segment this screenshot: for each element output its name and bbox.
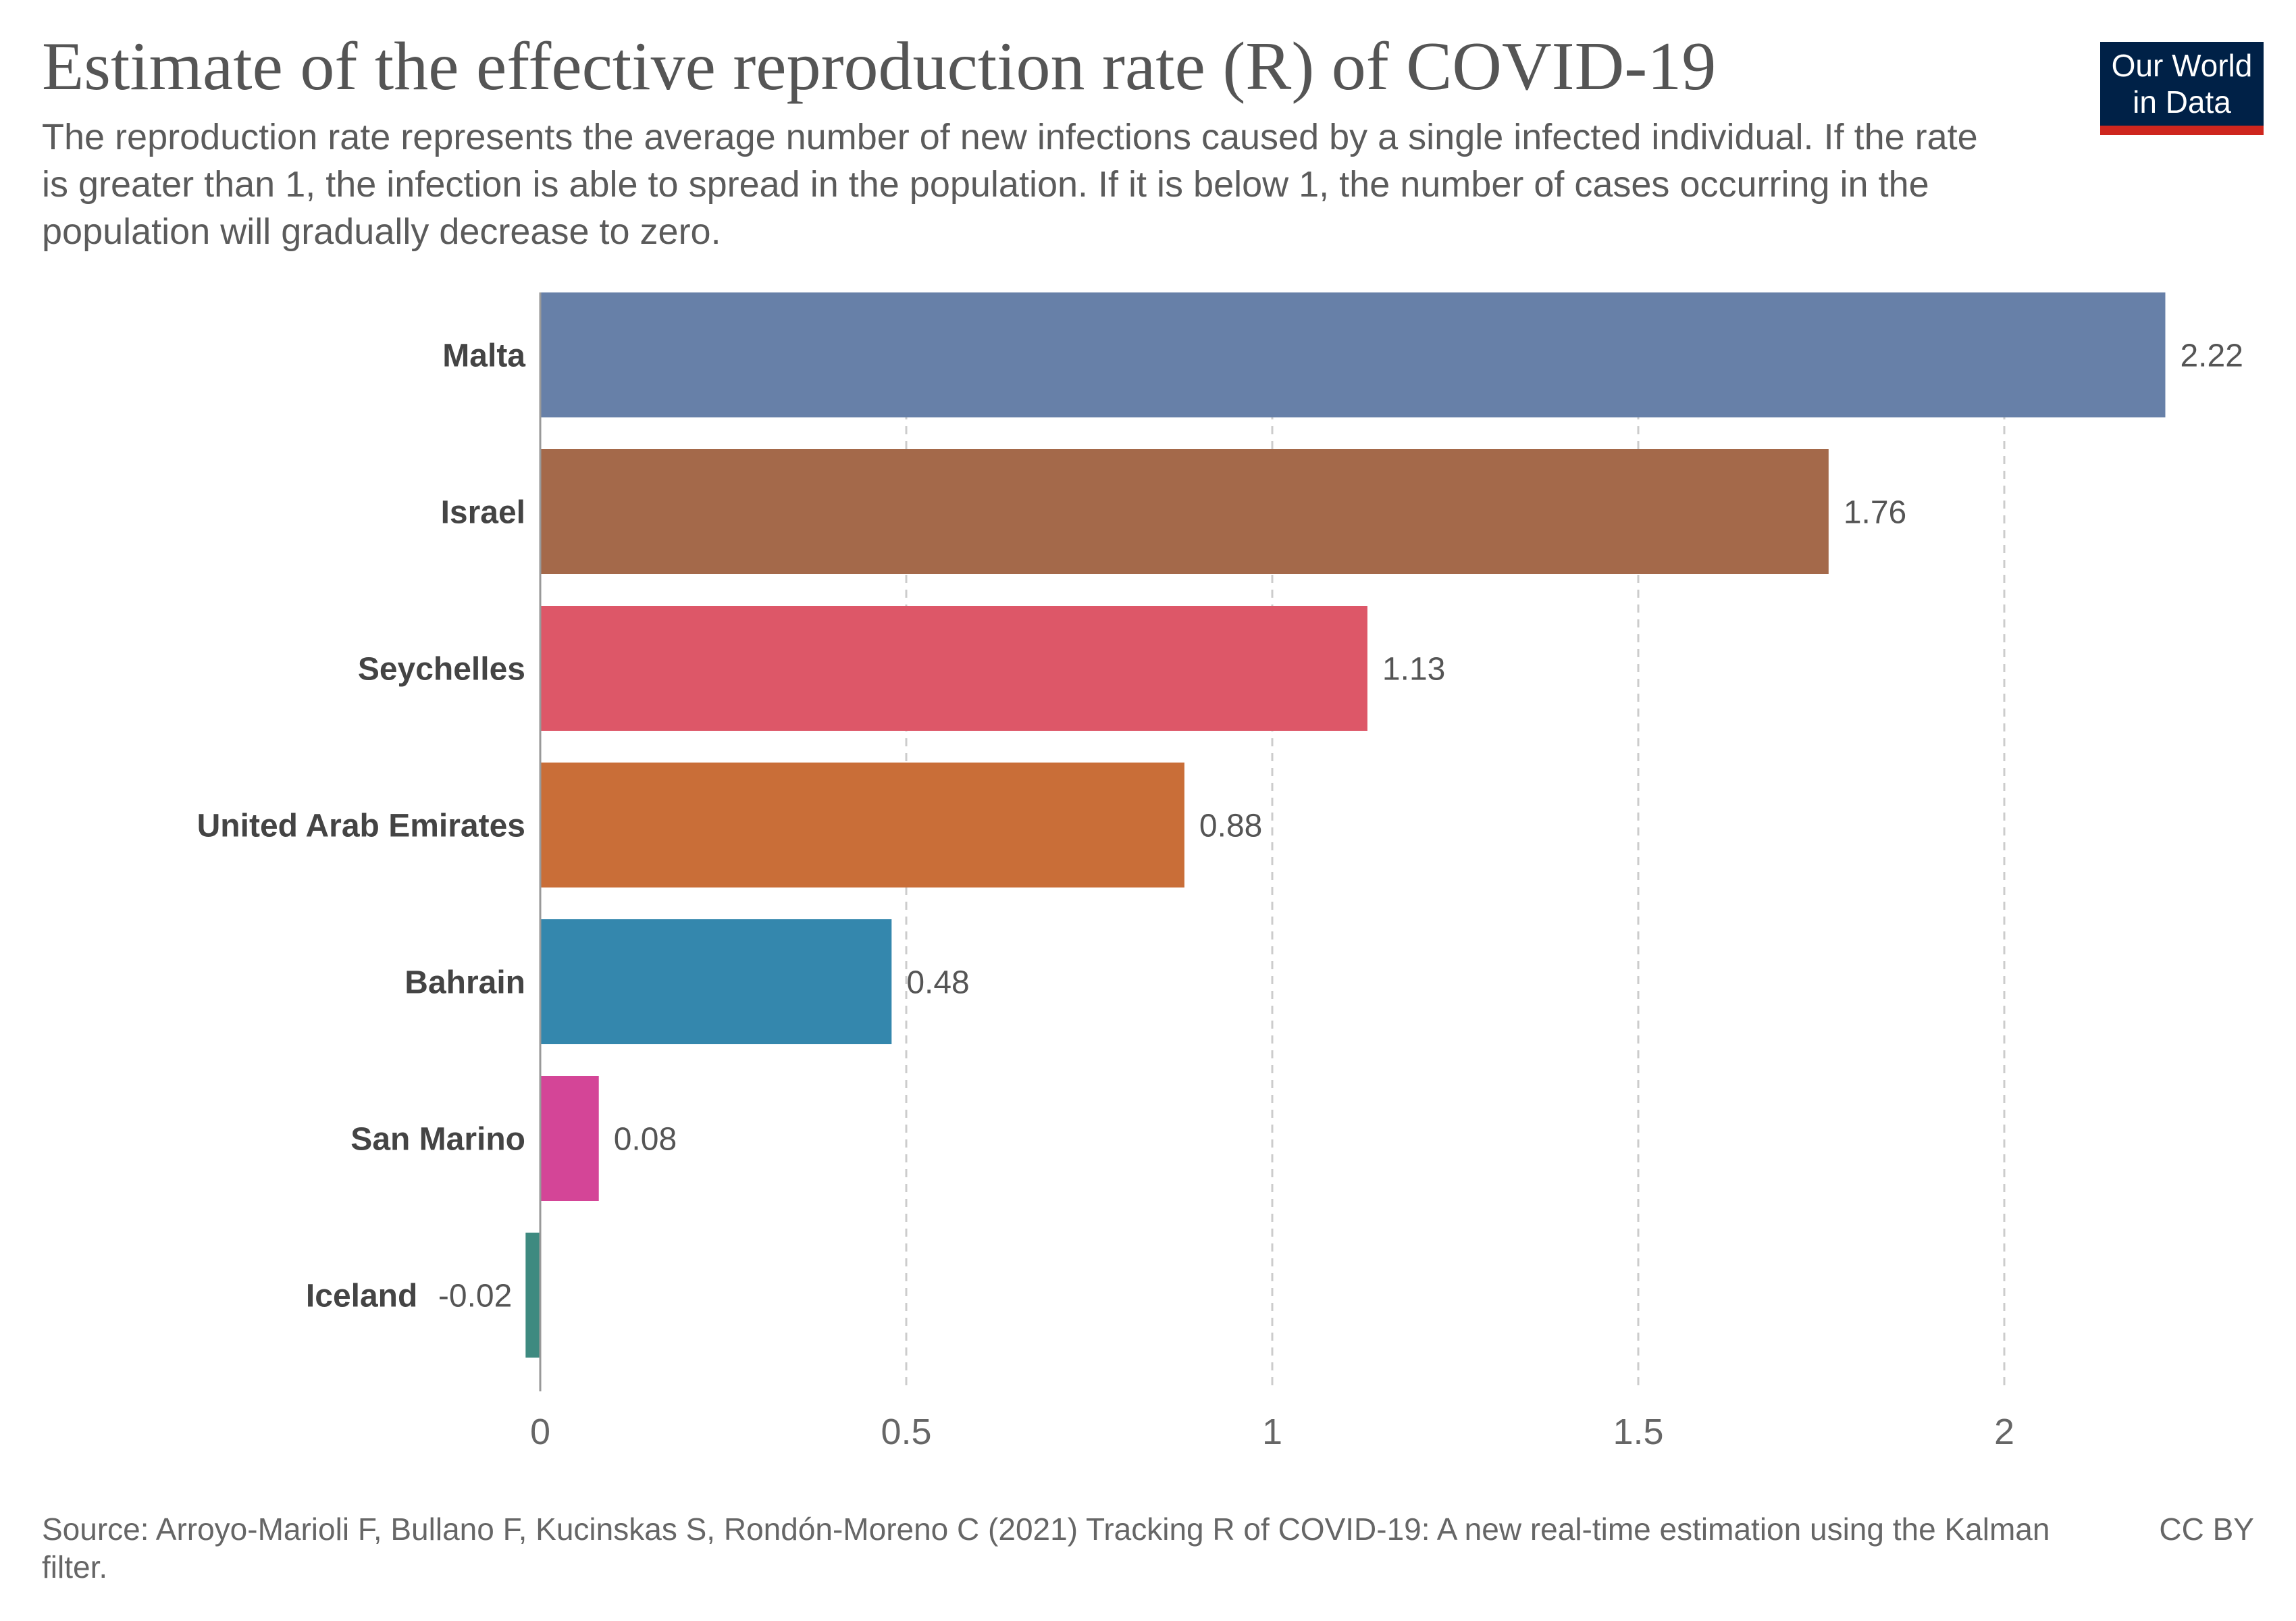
x-axis: 0 0.5 1 1.5 2: [530, 292, 2014, 1452]
bar[interactable]: [540, 1076, 599, 1201]
value-label: 0.88: [1199, 808, 1262, 844]
value-label: 2.22: [2180, 338, 2243, 374]
bar[interactable]: [540, 606, 1367, 731]
bar[interactable]: [540, 763, 1184, 887]
category-label: San Marino: [350, 1122, 525, 1158]
bars: [525, 292, 2166, 1358]
category-label: Bahrain: [405, 965, 525, 1001]
chart-title: Estimate of the effective reproduction r…: [42, 28, 1717, 105]
logo-line-2: in Data: [2133, 84, 2231, 120]
category-label: Seychelles: [358, 652, 525, 688]
category-label: Israel: [441, 495, 525, 531]
category-label: Malta: [442, 338, 525, 374]
bar[interactable]: [540, 292, 2166, 417]
bar[interactable]: [540, 449, 1829, 574]
x-tick-label: 1.5: [1613, 1412, 1663, 1452]
logo-line-1: Our World: [2111, 48, 2253, 83]
labels: Malta 2.22 Israel 1.76 Seychelles 1.13 United …: [197, 338, 2243, 1314]
license-link[interactable]: CC BY: [2159, 1512, 2254, 1547]
x-tick-label: 0.5: [881, 1412, 931, 1452]
bar[interactable]: [540, 919, 892, 1044]
x-tick-label: 0: [530, 1412, 550, 1452]
bar[interactable]: [525, 1233, 540, 1358]
category-label: United Arab Emirates: [197, 808, 525, 844]
chart-subtitle: The reproduction rate represents the ave…: [42, 117, 1978, 252]
value-label: 0.08: [614, 1122, 677, 1158]
value-label: 0.48: [906, 965, 969, 1001]
owid-logo[interactable]: Our World in Data: [2100, 42, 2264, 135]
category-label: Iceland: [306, 1279, 417, 1314]
x-tick-label: 2: [1994, 1412, 2014, 1452]
source-note: Source: Arroyo-Marioli F, Bullano F, Kuc…: [42, 1512, 2050, 1585]
x-tick-label: 1: [1262, 1412, 1282, 1452]
value-label: 1.76: [1844, 495, 1906, 531]
value-label: -0.02: [438, 1279, 512, 1314]
value-label: 1.13: [1382, 652, 1445, 688]
